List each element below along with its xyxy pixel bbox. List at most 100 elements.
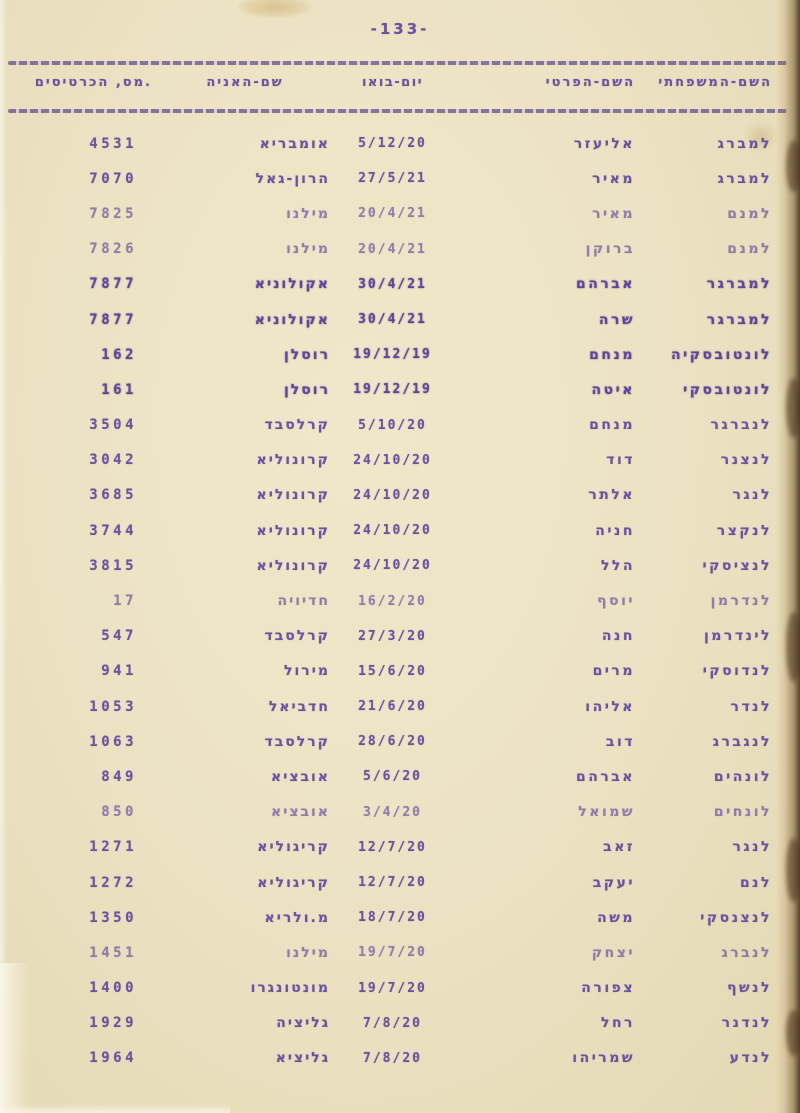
- cell-ship-name: קרלסבד: [264, 628, 330, 645]
- table-row: למברג אליעזר 5/12/20 אומבריא 4531: [15, 126, 790, 161]
- cell-family-name: למברג: [717, 170, 772, 187]
- cell-arrival-date: 27/5/21: [358, 171, 427, 187]
- cell-ship-name: אקולוניא: [254, 311, 330, 328]
- cell-first-name: אלתר: [588, 487, 635, 504]
- cell-arrival-date: 12/7/20: [358, 839, 427, 855]
- cell-card-number: 1451: [89, 944, 137, 961]
- table-body: למברג אליעזר 5/12/20 אומבריא 4531 למברג …: [15, 126, 790, 1076]
- table-row: לונהים אברהם 5/6/20 אובציא 849: [15, 759, 790, 794]
- cell-ship-name: חדביאל: [268, 698, 330, 715]
- cell-first-name: מאיר: [592, 170, 635, 187]
- cell-first-name: שמואל: [578, 804, 635, 821]
- cell-arrival-date: 27/3/20: [358, 628, 427, 644]
- cell-first-name: חנה: [601, 628, 635, 645]
- cell-ship-name: מילנו: [286, 241, 330, 258]
- cell-first-name: צפורה: [581, 980, 635, 997]
- table-row: למברגר אברהם 30/4/21 אקולוניא 7877: [15, 267, 790, 302]
- cell-family-name: לונהים: [713, 768, 772, 785]
- cell-first-name: חניה: [595, 522, 635, 539]
- cell-ship-name: קרונוליא: [256, 487, 330, 504]
- cell-card-number: 3685: [89, 487, 137, 504]
- table-row: לנדנר רחל 7/8/20 גליציה 1929: [15, 1006, 790, 1041]
- cell-first-name: מאיר: [592, 205, 635, 222]
- cell-card-number: 1964: [89, 1050, 137, 1067]
- cell-arrival-date: 20/4/21: [358, 206, 427, 222]
- binding-stain: [786, 1010, 800, 1056]
- cell-family-name: למברגר: [706, 276, 772, 293]
- cell-family-name: לנצנר: [720, 452, 772, 469]
- cell-family-name: לנציסקי: [702, 557, 772, 574]
- cell-card-number: 162: [101, 346, 137, 363]
- cell-ship-name: אומבריא: [259, 135, 330, 152]
- cell-ship-name: קרונוליא: [256, 522, 330, 539]
- cell-card-number: 3504: [89, 417, 137, 434]
- table-row: לנדוסקי מרים 15/6/20 מירול 941: [15, 654, 790, 689]
- cell-first-name: אברהם: [575, 768, 635, 785]
- table-row: לנציסקי הלל 24/10/20 קרונוליא 3815: [15, 548, 790, 583]
- cell-ship-name: מילנו: [286, 944, 330, 961]
- table-row: לנקצר חניה 24/10/20 קרונוליא 3744: [15, 513, 790, 548]
- paper-stain: [744, 122, 778, 152]
- cell-arrival-date: 28/6/20: [358, 734, 427, 750]
- cell-first-name: משה: [597, 909, 635, 926]
- cell-arrival-date: 15/6/20: [358, 663, 427, 679]
- column-header-ship-name: שם-האניה: [206, 75, 284, 90]
- table-header-row: השם-המשפחתי השם-הפרטי יום-בואו שם-האניה …: [15, 75, 790, 90]
- divider-top: [8, 61, 788, 65]
- table-row: לנדע שמריהו 7/8/20 גליציא 1964: [15, 1041, 790, 1076]
- cell-ship-name: מונטונגרו: [250, 980, 330, 997]
- cell-arrival-date: 5/6/20: [363, 769, 422, 785]
- cell-family-name: למנם: [727, 241, 772, 258]
- cell-first-name: מנחם: [589, 417, 635, 434]
- cell-first-name: איטה: [591, 381, 635, 398]
- column-header-arrival-date: יום-בואו: [361, 75, 424, 90]
- cell-first-name: אליהו: [585, 698, 635, 715]
- cell-card-number: 1053: [89, 698, 137, 715]
- cell-arrival-date: 24/10/20: [353, 452, 432, 468]
- cell-first-name: ברוקן: [585, 241, 635, 258]
- cell-card-number: 7877: [89, 311, 137, 328]
- cell-arrival-date: 19/7/20: [358, 945, 427, 961]
- table-row: למברג מאיר 27/5/21 הרון-גאל 7070: [15, 161, 790, 196]
- cell-ship-name: אובציא: [271, 804, 330, 821]
- table-row: לנשף צפורה 19/7/20 מונטונגרו 1400: [15, 971, 790, 1006]
- cell-arrival-date: 18/7/20: [358, 910, 427, 926]
- column-header-family-name: השם-המשפחתי: [658, 75, 772, 90]
- cell-family-name: לנצנסקי: [700, 909, 772, 926]
- cell-card-number: 1350: [89, 909, 137, 926]
- table-row: לנדר אליהו 21/6/20 חדביאל 1053: [15, 689, 790, 724]
- table-row: לונטובסקיה מנחם 19/12/19 רוסלן 162: [15, 337, 790, 372]
- cell-arrival-date: 16/2/20: [358, 593, 427, 609]
- cell-family-name: לנדנר: [721, 1015, 772, 1032]
- cell-arrival-date: 5/12/20: [358, 136, 427, 152]
- cell-card-number: 4531: [89, 135, 137, 152]
- cell-card-number: 17: [113, 593, 137, 610]
- cell-first-name: הלל: [600, 557, 635, 574]
- cell-first-name: מנחם: [589, 346, 635, 363]
- cell-arrival-date: 3/4/20: [363, 804, 422, 820]
- cell-first-name: דוב: [605, 733, 635, 750]
- cell-arrival-date: 30/4/21: [358, 276, 427, 292]
- cell-family-name: לנגר: [732, 839, 772, 856]
- cell-ship-name: קריגוליא: [257, 839, 330, 856]
- cell-family-name: לנדרמן: [710, 593, 772, 610]
- cell-family-name: לנשף: [727, 980, 772, 997]
- column-header-card-number: מס, הכרטיסים.: [34, 75, 152, 90]
- cell-card-number: 1272: [89, 874, 137, 891]
- cell-first-name: מרים: [592, 663, 635, 680]
- cell-ship-name: חדיויה: [277, 593, 330, 610]
- cell-arrival-date: 24/10/20: [353, 558, 432, 574]
- table-row: לונטובסקי איטה 19/12/19 רוסלן 161: [15, 372, 790, 407]
- cell-ship-name: רוסלן: [283, 381, 330, 398]
- cell-ship-name: קרונוליא: [256, 557, 330, 574]
- binding-stain: [786, 838, 800, 902]
- cell-family-name: לנגר: [732, 487, 772, 504]
- cell-arrival-date: 20/4/21: [358, 241, 427, 257]
- cell-family-name: למברגר: [706, 311, 772, 328]
- cell-first-name: דוד: [606, 452, 635, 469]
- cell-ship-name: אובציא: [271, 768, 330, 785]
- cell-card-number: 7070: [89, 170, 137, 187]
- cell-ship-name: הרון-גאל: [255, 170, 330, 187]
- cell-arrival-date: 5/10/20: [358, 417, 427, 433]
- cell-family-name: לנגברג: [712, 733, 772, 750]
